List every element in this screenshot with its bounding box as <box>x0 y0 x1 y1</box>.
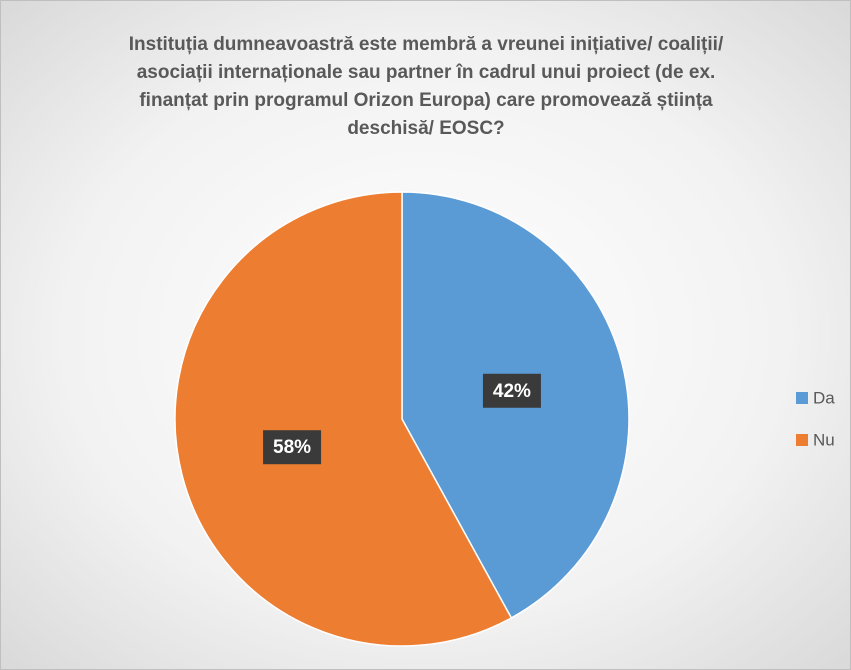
label-background <box>263 430 322 465</box>
data-label: 58% <box>273 437 311 458</box>
legend-label: Da <box>813 388 835 407</box>
legend-label: Nu <box>813 430 835 449</box>
chart-title: Instituția dumneavoastră este membră a v… <box>128 34 724 139</box>
pie-slice <box>174 191 513 647</box>
legend-swatch <box>796 392 808 404</box>
label-background <box>482 373 541 408</box>
legend-swatch <box>796 434 808 446</box>
data-label: 42% <box>493 381 531 402</box>
